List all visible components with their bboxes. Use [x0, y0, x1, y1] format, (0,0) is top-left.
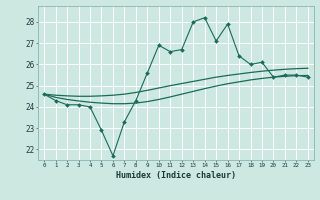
X-axis label: Humidex (Indice chaleur): Humidex (Indice chaleur)	[116, 171, 236, 180]
